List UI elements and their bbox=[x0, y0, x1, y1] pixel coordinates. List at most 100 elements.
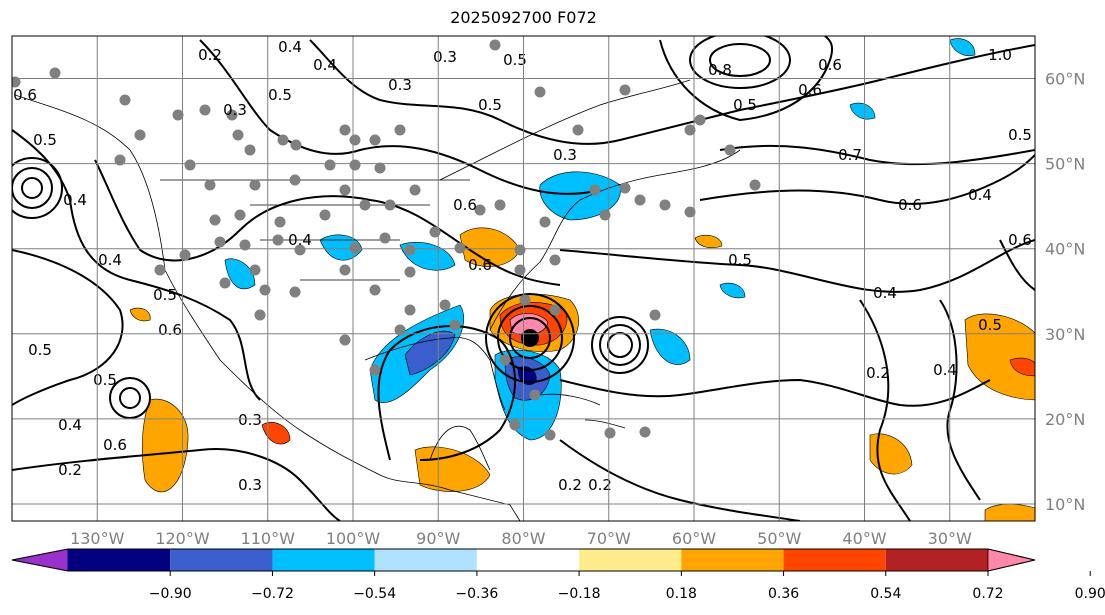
observation-dot bbox=[324, 159, 336, 171]
lon-tick-label: 130°W bbox=[70, 529, 125, 548]
shade-positive bbox=[984, 503, 1035, 521]
colorbar-segment bbox=[579, 549, 682, 571]
shade-positive bbox=[694, 234, 723, 249]
contour-label: 0.3 bbox=[238, 476, 262, 494]
observation-dots bbox=[12, 39, 761, 441]
lon-tick-label: 30°W bbox=[928, 529, 972, 548]
lat-tick-label: 40°N bbox=[1045, 240, 1085, 259]
shade-strong-positive bbox=[1009, 357, 1035, 377]
lat-tick-label: 30°N bbox=[1045, 325, 1085, 344]
contour-label: 0.6 bbox=[798, 81, 822, 99]
observation-dot bbox=[539, 216, 551, 228]
contour-label: 1.0 bbox=[988, 46, 1012, 64]
observation-dot bbox=[544, 429, 556, 441]
observation-dot bbox=[599, 209, 611, 221]
observation-dot bbox=[294, 244, 306, 256]
lon-tick-label: 110°W bbox=[241, 529, 296, 548]
colorbar-tick-label: 0.72 bbox=[972, 586, 1003, 602]
colorbar-segment bbox=[885, 549, 988, 571]
colorbar-tick-label: 0.18 bbox=[666, 586, 697, 602]
colorbar-tick-label: 0.90 bbox=[1075, 586, 1105, 602]
shade-negative bbox=[319, 234, 363, 261]
shade-strong-negative bbox=[404, 330, 456, 376]
contour-label: 0.5 bbox=[728, 251, 752, 269]
observation-dot bbox=[277, 134, 289, 146]
colorbar-tick-label: −0.90 bbox=[149, 586, 192, 602]
observation-dot bbox=[694, 114, 706, 126]
shade-negative bbox=[224, 258, 256, 290]
colorbar-tick-label: −0.72 bbox=[251, 586, 294, 602]
contour-label: 0.8 bbox=[708, 61, 732, 79]
contour-label: 0.3 bbox=[223, 101, 247, 119]
observation-dot bbox=[379, 232, 391, 244]
contour-label: 0.6 bbox=[13, 86, 37, 104]
observation-dot bbox=[724, 144, 736, 156]
longitude-ticks: 130°W 120°W 110°W 100°W 90°W 80°W 70°W 60°W 50°W… bbox=[70, 529, 972, 548]
observation-dot bbox=[684, 124, 696, 136]
contour-label: 0.6 bbox=[898, 196, 922, 214]
contour-label: 0.2 bbox=[58, 461, 82, 479]
contour-label: 0.2 bbox=[866, 364, 890, 382]
observation-dot bbox=[549, 254, 561, 266]
contour-label: 0.4 bbox=[98, 251, 122, 269]
shade-negative bbox=[719, 282, 746, 299]
observation-dot bbox=[404, 244, 416, 256]
contour-label: 0.4 bbox=[873, 284, 897, 302]
colorbar-outline bbox=[11, 548, 1036, 572]
observation-dot bbox=[409, 184, 421, 196]
observation-dot bbox=[259, 284, 271, 296]
observation-dot bbox=[184, 159, 196, 171]
colorbar-segment bbox=[476, 549, 580, 571]
observation-dot bbox=[499, 354, 511, 366]
contour-label: 0.4 bbox=[933, 361, 957, 379]
observation-dot bbox=[179, 249, 191, 261]
shade-positive bbox=[964, 313, 1035, 401]
contour-label: 0.4 bbox=[313, 56, 337, 74]
observation-dot bbox=[349, 134, 361, 146]
map-area: 0.4 0.5 0.2 0.4 0.5 0.6 0.3 0.5 0.4 0.3 0.5 0.3 0.6 0… bbox=[12, 36, 1035, 521]
colorbar-segment bbox=[681, 549, 784, 571]
lat-tick-label: 10°N bbox=[1045, 495, 1085, 514]
observation-dot bbox=[209, 214, 221, 226]
contour-label: 0.3 bbox=[553, 146, 577, 164]
gridlines bbox=[12, 36, 1035, 521]
colorbar-extend-high bbox=[987, 548, 1036, 572]
observation-dot bbox=[394, 124, 406, 136]
contour-label: 0.5 bbox=[1008, 126, 1032, 144]
shade-negative bbox=[849, 102, 876, 120]
contour-label: 0.4 bbox=[58, 416, 82, 434]
observation-dot bbox=[290, 139, 302, 151]
observation-dot bbox=[404, 304, 416, 316]
colorbar-segment bbox=[170, 549, 273, 571]
observation-dot bbox=[349, 159, 361, 171]
observation-dot bbox=[514, 264, 526, 276]
observation-dot bbox=[172, 109, 184, 121]
contour-label: 0.5 bbox=[33, 131, 57, 149]
observation-dot bbox=[319, 209, 331, 221]
lon-tick-label: 60°W bbox=[672, 529, 716, 548]
observation-dot bbox=[639, 426, 651, 438]
contour-label: 0.5 bbox=[268, 86, 292, 104]
observation-dot bbox=[604, 427, 616, 439]
observation-dot bbox=[339, 334, 351, 346]
observation-dot bbox=[474, 204, 486, 216]
contour-label: 0.5 bbox=[478, 96, 502, 114]
contour-label: 0.6 bbox=[158, 321, 182, 339]
lon-tick-label: 120°W bbox=[155, 529, 210, 548]
map-title: 2025092700 F072 bbox=[450, 8, 597, 27]
lon-tick-label: 100°W bbox=[326, 529, 381, 548]
observation-dot bbox=[519, 294, 531, 306]
observation-dot bbox=[349, 242, 361, 254]
observation-dot bbox=[514, 244, 526, 256]
observation-dot bbox=[619, 84, 631, 96]
shade-positive bbox=[141, 398, 189, 492]
observation-dot bbox=[154, 264, 166, 276]
shade-negative bbox=[539, 171, 621, 221]
contour-label: 0.6 bbox=[818, 56, 842, 74]
observation-dot bbox=[249, 264, 261, 276]
observation-dot bbox=[234, 209, 246, 221]
lon-tick-label: 40°W bbox=[842, 529, 886, 548]
shade-positive bbox=[129, 307, 151, 322]
contour-label: 0.4 bbox=[968, 186, 992, 204]
